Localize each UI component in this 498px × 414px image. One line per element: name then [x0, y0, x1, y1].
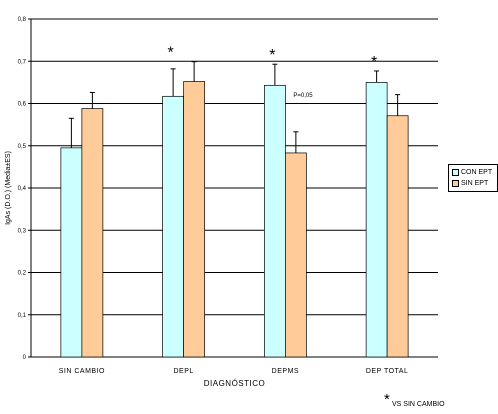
bar	[183, 81, 205, 358]
legend-label-sin-ept: SIN EPT	[461, 180, 489, 187]
footnote-star: *	[384, 391, 390, 408]
significance-star: *	[371, 54, 377, 71]
y-tick-label: 0,7	[18, 59, 27, 65]
legend-item-sin-ept: SIN EPT	[452, 178, 497, 189]
legend-swatch-con-ept	[452, 169, 459, 176]
p-value-annotation: P=0,05	[293, 93, 313, 99]
bar	[285, 152, 307, 358]
y-tick-label: 0,3	[18, 228, 27, 234]
significance-star: *	[269, 47, 275, 64]
x-tick-label: DEPL	[173, 368, 193, 375]
y-axis-title: IgAs (D.O.) (Media±ES)	[5, 151, 12, 225]
bar	[365, 82, 388, 358]
y-tick-label: 0,8	[18, 17, 27, 23]
bar	[386, 115, 409, 358]
y-tick-label: 0,5	[18, 144, 27, 150]
y-tick-label: 0,2	[18, 271, 27, 277]
x-tick-label: DEPMS	[272, 368, 299, 375]
x-tick-label: DEP TOTAL	[366, 368, 409, 375]
bar	[60, 147, 83, 358]
y-tick-label: 0,4	[18, 186, 27, 192]
chart-legend: CON EPT SIN EPT	[448, 164, 498, 192]
legend-label-con-ept: CON EPT	[461, 169, 493, 176]
significance-star: *	[168, 45, 174, 62]
x-axis-title: DIAGNÓSTICO	[204, 379, 266, 388]
bar	[81, 108, 104, 358]
bar	[264, 84, 286, 358]
y-tick-label: 0	[23, 355, 27, 361]
y-tick-label: 0,1	[18, 313, 27, 319]
bar	[162, 95, 184, 358]
y-tick-label: 0,6	[18, 102, 27, 108]
legend-item-con-ept: CON EPT	[452, 167, 497, 178]
legend-swatch-sin-ept	[452, 180, 459, 187]
footnote-text: VS SIN CAMBIO	[392, 401, 445, 408]
x-tick-label: SIN CAMBIO	[59, 368, 105, 375]
